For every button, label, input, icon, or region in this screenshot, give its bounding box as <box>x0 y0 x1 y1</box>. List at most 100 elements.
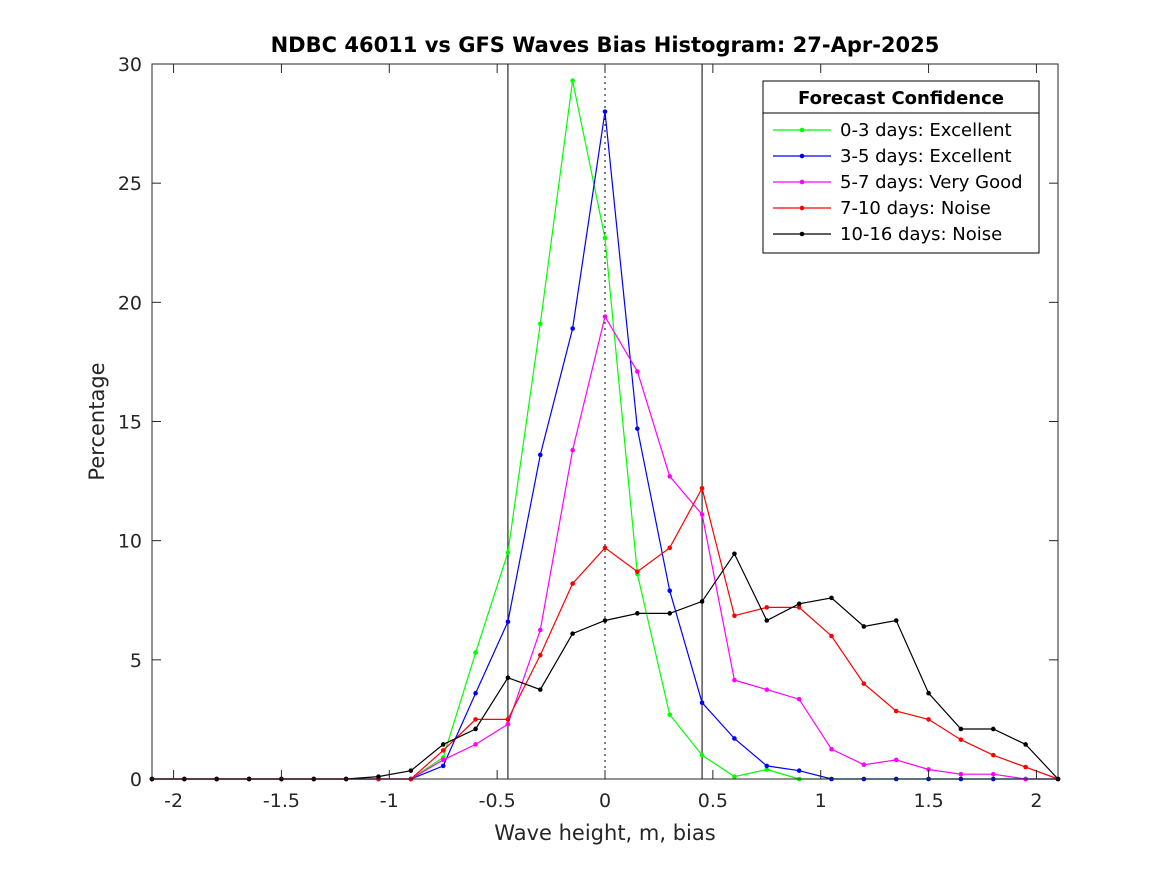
data-point <box>602 314 608 319</box>
legend-label: 3-5 days: Excellent <box>840 146 1012 167</box>
data-point <box>505 721 511 727</box>
legend-swatch-marker <box>799 153 805 159</box>
legend-swatch-marker <box>799 205 805 211</box>
data-point <box>893 618 899 623</box>
legend-item-4: 10-16 days: Noise <box>773 224 1002 245</box>
data-point <box>1023 742 1028 747</box>
data-point <box>505 675 511 681</box>
data-point <box>699 752 705 758</box>
data-point <box>570 447 575 453</box>
data-point <box>440 763 446 769</box>
data-point <box>635 426 640 431</box>
data-point <box>893 708 899 714</box>
x-tick-label: 1.5 <box>913 790 943 812</box>
data-point <box>990 771 996 777</box>
data-point <box>699 599 705 604</box>
y-tick-label: 25 <box>118 173 142 195</box>
x-tick-label: -0.5 <box>479 790 516 812</box>
data-point <box>537 452 543 458</box>
data-point <box>893 757 899 763</box>
data-point <box>537 652 543 658</box>
legend-label: 0-3 days: Excellent <box>840 120 1012 141</box>
y-tick-label: 30 <box>118 54 142 76</box>
data-point <box>958 737 964 742</box>
data-point <box>926 767 931 772</box>
data-point <box>602 618 608 623</box>
data-point <box>505 550 511 555</box>
data-point <box>667 474 673 479</box>
data-point <box>537 687 543 692</box>
data-point <box>796 601 802 607</box>
data-point <box>1023 764 1028 770</box>
data-point <box>764 767 770 772</box>
data-point <box>635 611 640 616</box>
legend-swatch-marker <box>799 179 805 185</box>
data-point <box>829 746 834 752</box>
data-point <box>796 768 802 773</box>
data-point <box>537 627 543 633</box>
data-point <box>990 726 996 732</box>
x-tick-label: -2 <box>164 790 183 812</box>
data-point <box>570 78 575 83</box>
data-point <box>732 677 737 683</box>
y-tick-label: 20 <box>118 292 142 314</box>
y-tick-label: 10 <box>118 531 142 553</box>
data-point <box>505 717 511 722</box>
data-point <box>958 726 964 732</box>
data-point <box>440 742 446 747</box>
data-point <box>473 690 478 696</box>
data-point <box>732 613 737 619</box>
legend-swatch-marker <box>799 127 805 133</box>
data-point <box>764 687 770 692</box>
data-point <box>408 768 414 773</box>
y-tick-label: 5 <box>130 650 142 672</box>
data-point <box>958 771 964 777</box>
data-point <box>732 736 737 741</box>
x-tick-label: 0 <box>599 790 611 812</box>
legend: Forecast Confidence 0-3 days: Excellent 3… <box>762 80 1040 254</box>
data-point <box>473 726 478 732</box>
data-point <box>602 235 608 241</box>
data-point <box>570 581 575 586</box>
legend-item-0: 0-3 days: Excellent <box>773 120 1012 141</box>
data-point <box>635 569 640 574</box>
data-point <box>667 588 673 594</box>
data-point <box>602 109 608 114</box>
data-point <box>473 742 478 747</box>
x-tick-label: -1 <box>380 790 399 812</box>
data-point <box>861 762 867 767</box>
x-tick-label: 0.5 <box>698 790 728 812</box>
data-point <box>829 595 834 601</box>
data-point <box>861 681 867 686</box>
data-point <box>537 321 543 327</box>
data-point <box>796 605 802 610</box>
data-point <box>505 619 511 624</box>
legend-item-1: 3-5 days: Excellent <box>773 146 1012 167</box>
data-point <box>861 624 867 629</box>
data-point <box>699 700 705 706</box>
data-point <box>635 369 640 374</box>
chart-title: NDBC 46011 vs GFS Waves Bias Histogram: … <box>271 33 940 57</box>
x-axis-title: Wave height, m, bias <box>494 821 715 845</box>
legend-item-2: 5-7 days: Very Good <box>773 172 1023 193</box>
data-point <box>667 545 673 551</box>
x-tick-label: 2 <box>1030 790 1042 812</box>
data-point <box>764 763 770 769</box>
data-point <box>699 512 705 517</box>
legend-items: 0-3 days: Excellent 3-5 days: Excellent 5-… <box>773 120 1023 245</box>
data-point <box>667 611 673 616</box>
data-point <box>440 748 446 753</box>
legend-label: 5-7 days: Very Good <box>840 172 1023 193</box>
data-point <box>990 752 996 758</box>
legend-box <box>762 80 1040 254</box>
data-point <box>440 757 446 763</box>
y-tick-label: 15 <box>118 412 142 434</box>
data-point <box>473 717 478 722</box>
legend-title: Forecast Confidence <box>798 88 1004 109</box>
data-point <box>699 485 705 491</box>
data-point <box>764 618 770 623</box>
data-point <box>570 326 575 331</box>
data-point <box>570 631 575 636</box>
y-axis-title: Percentage <box>85 362 109 480</box>
